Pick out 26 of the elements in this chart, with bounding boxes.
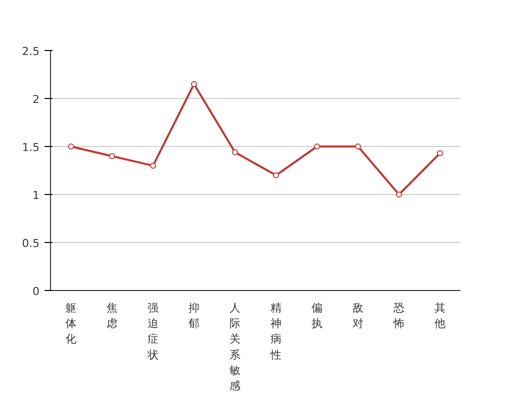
y-tick-label: 0 (32, 285, 40, 298)
point (437, 150, 443, 156)
x-tick-label: 偏执 (312, 302, 322, 330)
point (273, 172, 279, 178)
y-tick-label: 1 (32, 189, 40, 202)
point (396, 192, 402, 198)
point (109, 153, 115, 160)
x-tick-label: 焦虑 (106, 302, 118, 330)
y-tick-label: 2 (32, 93, 40, 106)
y-tick-label: 2.5 (22, 45, 40, 58)
y-tick-label: 0.5 (22, 237, 40, 250)
x-tick-label: 强迫症状 (146, 302, 158, 362)
point (232, 149, 238, 156)
y-tick-label: 1.5 (22, 141, 40, 154)
x-tick-label: 敌对 (352, 302, 364, 330)
point (150, 162, 156, 169)
x-tick-label: 人际关系敏感 (230, 302, 240, 392)
point (68, 144, 74, 150)
x-tick-label: 其他 (434, 302, 446, 330)
x-tick-label: 抑郁 (188, 302, 200, 330)
x-tick-label: 恐怖 (392, 302, 404, 330)
x-tick-label: 躯体化 (66, 302, 76, 346)
point (314, 144, 320, 150)
x-tick-label: 精神病性 (270, 302, 282, 362)
point (355, 144, 361, 150)
point (191, 81, 197, 88)
